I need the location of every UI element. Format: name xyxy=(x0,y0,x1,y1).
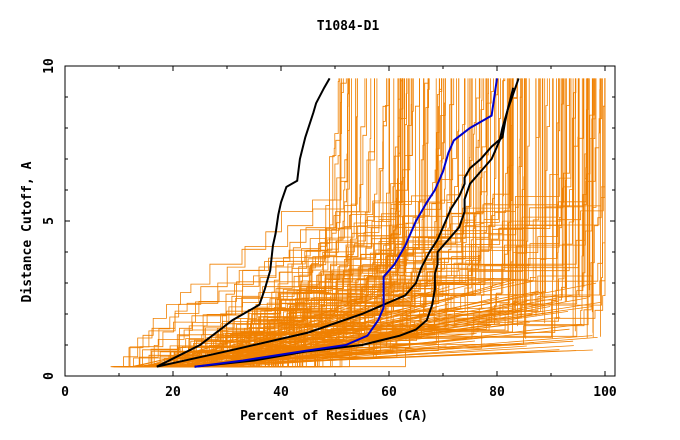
model-curve xyxy=(216,296,499,368)
axis-ticks: 0 20 40 60 80 100 0 5 10 xyxy=(42,58,617,400)
model-curve xyxy=(236,78,446,368)
model-curve xyxy=(136,337,484,368)
model-curve xyxy=(164,78,411,368)
model-curve xyxy=(118,78,342,368)
x-tick-label: 80 xyxy=(489,385,505,400)
x-tick-label: 20 xyxy=(165,385,181,400)
model-curve xyxy=(146,278,495,368)
background-model-series xyxy=(110,78,606,368)
model-curve xyxy=(192,78,341,368)
y-tick-label: 0 xyxy=(42,372,57,380)
highlighted-model-series xyxy=(156,77,520,368)
model-curve xyxy=(191,78,440,368)
model-curve xyxy=(147,78,577,368)
model-curve xyxy=(168,78,480,368)
model-curve xyxy=(222,337,598,368)
model-curve xyxy=(138,78,406,368)
series-blue xyxy=(194,78,498,368)
model-curve xyxy=(268,78,606,368)
model-curve xyxy=(160,78,570,368)
series-black-lower-right xyxy=(194,87,515,368)
y-tick-label: 5 xyxy=(42,217,57,225)
model-curve xyxy=(173,78,403,367)
model-curve xyxy=(236,345,527,368)
y-axis-label: Distance Cutoff, A xyxy=(20,161,35,302)
model-curve xyxy=(149,306,593,368)
x-tick-label: 0 xyxy=(61,385,69,400)
model-curve xyxy=(135,78,603,368)
model-curve xyxy=(226,78,550,368)
model-curve xyxy=(207,78,460,368)
model-curve xyxy=(165,78,403,368)
y-tick-label: 10 xyxy=(42,58,57,74)
model-curve xyxy=(117,78,559,368)
x-tick-label: 40 xyxy=(273,385,289,400)
x-tick-label: 60 xyxy=(381,385,397,400)
chart-title: T1084-D1 xyxy=(317,19,380,34)
model-curve xyxy=(238,78,430,368)
model-curve xyxy=(180,286,450,368)
model-curve xyxy=(172,78,402,368)
model-curve xyxy=(169,78,388,368)
model-curve xyxy=(136,78,425,368)
model-curve xyxy=(164,78,473,368)
model-curve xyxy=(123,78,347,368)
series-black-left xyxy=(156,77,331,368)
model-curve xyxy=(195,78,584,368)
model-curve xyxy=(114,78,403,368)
model-curve xyxy=(231,78,376,367)
x-tick-label: 100 xyxy=(593,385,617,400)
model-curve xyxy=(189,78,565,368)
model-curve xyxy=(143,280,434,368)
x-axis-label: Percent of Residues (CA) xyxy=(240,409,428,424)
model-curve xyxy=(131,78,368,368)
model-curve xyxy=(212,78,477,368)
